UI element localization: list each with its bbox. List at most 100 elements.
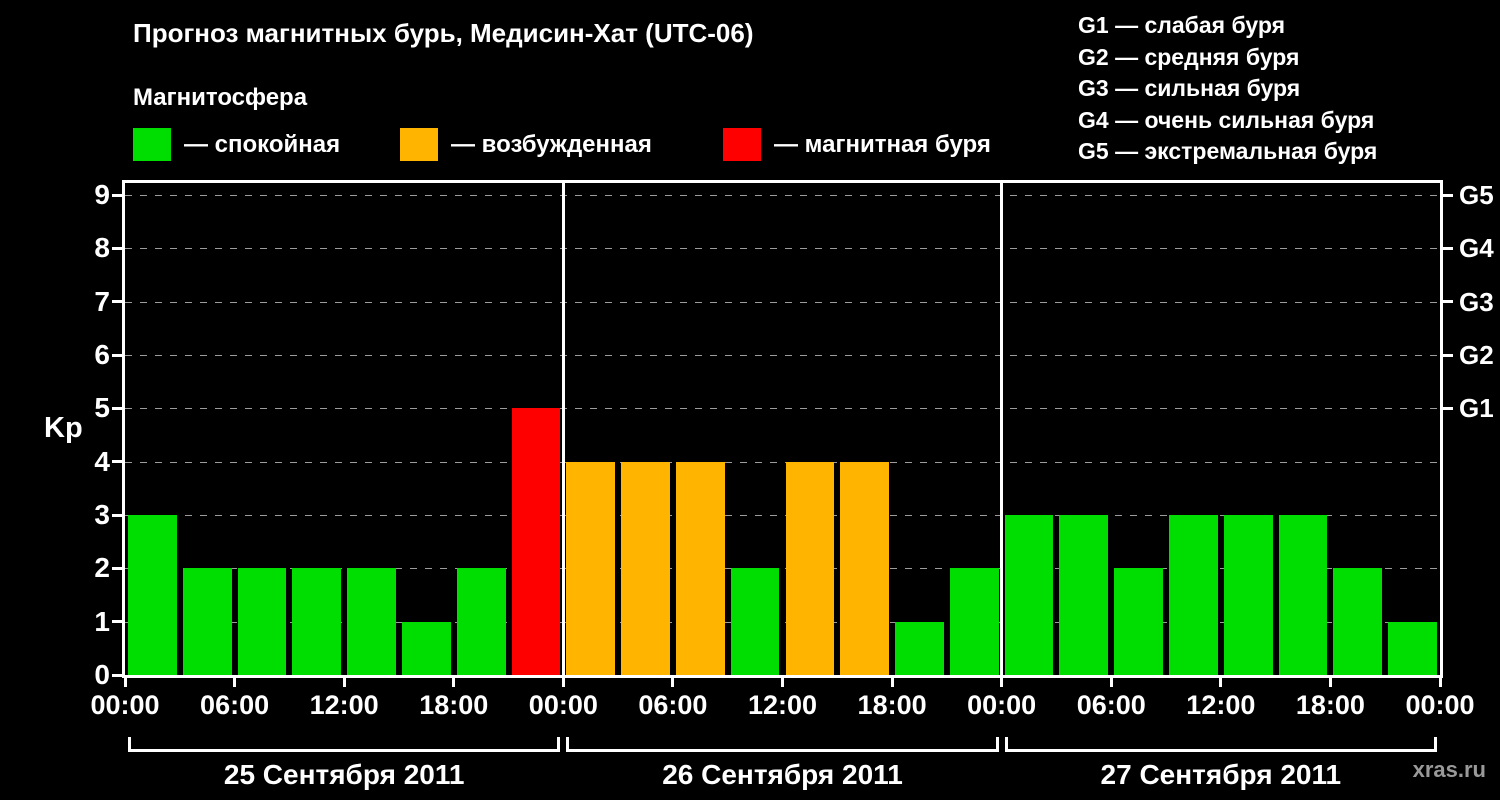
kp-bar <box>1333 568 1383 675</box>
x-axis-tick-label: 18:00 <box>419 690 489 720</box>
kp-bar <box>566 461 616 675</box>
x-axis-tick <box>781 678 784 687</box>
y-axis-tick <box>112 673 122 677</box>
x-axis-tick-label: 12:00 <box>309 690 379 720</box>
x-axis-tick <box>1328 678 1332 687</box>
kp-bar <box>1059 515 1109 675</box>
y-axis-tick-label: 8 <box>94 232 110 264</box>
x-axis-tick <box>1438 678 1442 687</box>
kp-bar <box>621 461 670 675</box>
day-footer: 27 Сентября 2011 <box>1004 737 1437 791</box>
watermark: xras.ru <box>1412 757 1486 782</box>
y-axis-tick <box>112 193 122 197</box>
kp-bar <box>675 461 725 675</box>
x-axis-tick <box>342 678 346 687</box>
x-axis-tick-label: 00:00 <box>967 690 1037 720</box>
y-axis-tick-label: 7 <box>94 285 110 317</box>
kp-bar <box>1169 515 1218 675</box>
kp-bar <box>730 568 780 675</box>
gridline-kp-8 <box>125 248 1440 250</box>
magnetosphere-legend: — спокойная — возбужденная — магнитная бур… <box>0 128 1070 168</box>
x-axis-tick-label: 06:00 <box>1076 690 1146 720</box>
gridline-kp-1 <box>125 621 1440 623</box>
storm-scale-legend: G1 — слабая буря G2 — средняя буря G3 — си… <box>1078 10 1377 168</box>
kp-bar <box>840 461 890 675</box>
y-axis-tick <box>112 406 122 410</box>
storm-color-swatch <box>723 128 761 161</box>
date-label: 27 Сентября 2011 <box>1100 759 1342 790</box>
y-axis-tick <box>112 246 122 250</box>
kp-bar <box>292 568 342 675</box>
kp-bar <box>511 408 561 675</box>
storm-scale-item: G1 — слабая буря <box>1078 12 1286 38</box>
x-axis-tick <box>123 678 127 687</box>
kp-bar <box>1278 515 1328 675</box>
legend-item-label: — возбужденная <box>451 131 652 158</box>
kp-bar <box>1114 568 1164 675</box>
y-axis-tick <box>112 566 122 570</box>
kp-bar <box>237 568 287 675</box>
y-axis-tick-label: 1 <box>94 605 110 637</box>
kp-bar <box>347 568 396 675</box>
storm-scale-item: G5 — экстремальная буря <box>1078 138 1378 164</box>
right-axis-tick-label: G5 <box>1459 180 1494 210</box>
quiet-color-swatch <box>133 128 171 161</box>
x-axis-tick <box>1000 678 1004 687</box>
x-axis-tick <box>671 678 675 687</box>
x-axis-tick-label: 12:00 <box>747 690 818 720</box>
x-axis-tick <box>890 678 894 687</box>
legend-item-label: — магнитная буря <box>774 131 991 158</box>
x-axis-tick-label: 06:00 <box>200 690 270 720</box>
kp-bar <box>456 568 506 675</box>
storm-scale-item: G4 — очень сильная буря <box>1078 106 1375 133</box>
day-footer: 25 Сентября 2011 <box>128 737 561 791</box>
x-axis-tick <box>561 678 565 687</box>
legend-item-quiet: — спокойная <box>133 128 340 161</box>
y-axis-tick-label: 2 <box>94 552 110 584</box>
y-axis-tick-label: 3 <box>94 499 110 530</box>
gridline-kp-4 <box>125 461 1440 463</box>
x-axis-tick-label: 12:00 <box>1186 690 1256 720</box>
y-axis-label: Kp <box>44 412 83 444</box>
y-axis-tick-label: 6 <box>94 339 110 370</box>
y-axis-tick <box>112 300 122 304</box>
right-axis-tick-label: G3 <box>1459 286 1494 317</box>
active-color-swatch <box>400 128 438 161</box>
x-axis-tick-label: 06:00 <box>638 690 708 720</box>
x-axis-tick <box>233 678 237 687</box>
kp-bar <box>1223 515 1273 675</box>
gridline-kp-7 <box>125 301 1440 303</box>
day-footer: 26 Сентября 2011 <box>566 737 999 791</box>
day-separator <box>1000 183 1004 675</box>
kp-bar <box>1388 621 1437 675</box>
legend-item-storm: — магнитная буря <box>723 128 991 161</box>
kp-bar <box>401 621 451 675</box>
x-axis-tick-label: 00:00 <box>1405 690 1475 720</box>
right-axis-tick <box>1443 406 1453 410</box>
kp-bar <box>182 568 232 675</box>
kp-bar <box>128 515 177 675</box>
y-axis-tick <box>112 620 122 624</box>
right-axis-tick-label: G4 <box>1459 233 1494 264</box>
kp-bar <box>895 621 944 675</box>
x-axis-tick-label: 00:00 <box>90 690 160 720</box>
gridline-kp-5 <box>125 408 1440 410</box>
y-axis-tick-label: 9 <box>94 179 110 210</box>
gridline-kp-3 <box>125 515 1440 516</box>
day-bracket <box>128 737 561 752</box>
x-axis-tick <box>452 678 456 687</box>
kp-bar <box>785 461 835 675</box>
legend-item-active: — возбужденная <box>400 128 652 161</box>
storm-scale-item: G2 — средняя буря <box>1078 43 1300 70</box>
y-axis-tick-label: 5 <box>94 392 110 424</box>
right-axis-tick <box>1443 193 1453 197</box>
y-axis-tick-label: 0 <box>94 659 110 690</box>
legend-title: Магнитосфера <box>133 84 308 111</box>
y-axis-tick <box>112 513 122 517</box>
right-axis-tick <box>1443 300 1453 304</box>
date-label: 25 Сентября 2011 <box>223 759 465 790</box>
x-axis-tick <box>1219 678 1223 687</box>
right-axis-tick-label: G2 <box>1459 340 1494 370</box>
kp-bar <box>949 568 999 675</box>
